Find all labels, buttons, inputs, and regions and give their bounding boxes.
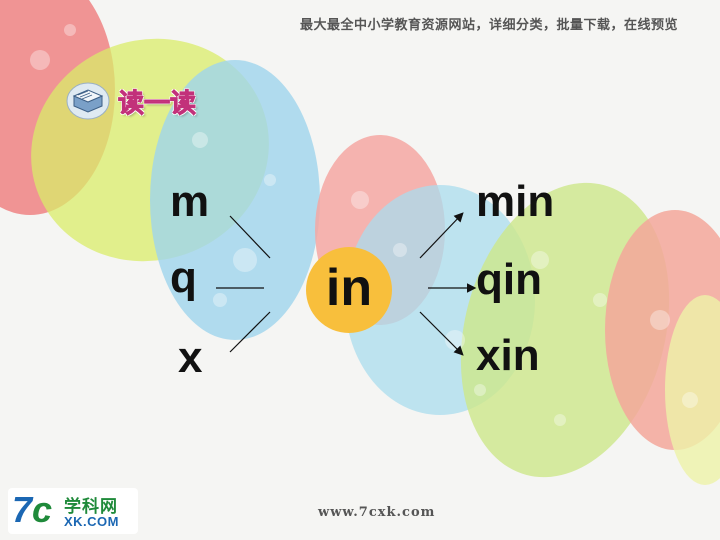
logo-mark: 7c: [12, 489, 53, 530]
syllable-qin: qin: [476, 255, 542, 304]
section-title: 读一读: [66, 82, 197, 120]
site-logo[interactable]: 7c 学科网 XK.COM: [8, 488, 138, 534]
line-x-to-in: [229, 311, 271, 353]
line-m-to-in: [229, 215, 271, 259]
logo-domain: XK.COM: [64, 514, 119, 529]
arrow-to-xin: [419, 311, 464, 356]
initial-x: x: [178, 333, 203, 382]
title-label: 读一读: [117, 88, 197, 119]
initial-q: q: [170, 253, 197, 302]
logo-chinese-name: 学科网: [64, 497, 118, 517]
syllable-xin: xin: [476, 331, 540, 380]
final-label: in: [325, 259, 373, 317]
initial-m: m: [170, 177, 210, 226]
site-banner-text: 最大最全中小学教育资源网站，详细分类，批量下载，在线预览: [299, 18, 678, 33]
footer-url[interactable]: www.7cxk.com: [318, 505, 436, 520]
syllable-min: min: [476, 177, 555, 226]
book-icon: [66, 82, 110, 120]
final-circle: in: [306, 247, 392, 333]
arrow-to-min: [419, 212, 464, 259]
